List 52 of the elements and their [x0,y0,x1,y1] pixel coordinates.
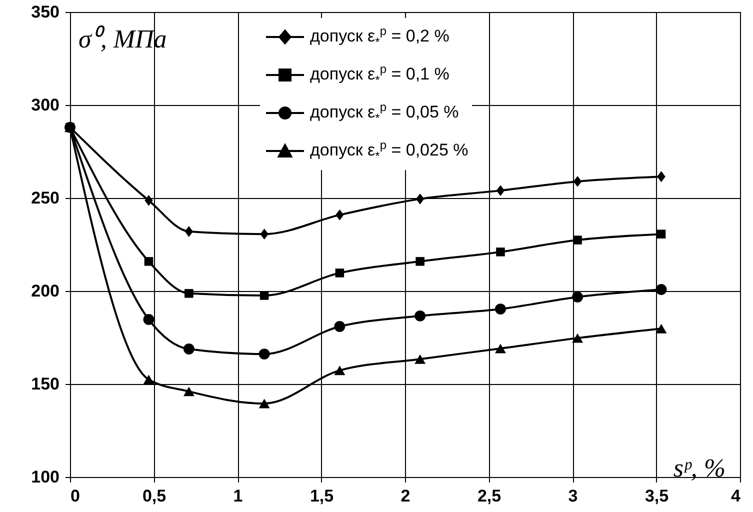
point [414,354,426,364]
point [184,226,194,237]
x-tick-label: 1 [233,486,243,506]
point [335,268,344,278]
point [656,230,666,238]
point [260,291,269,300]
y-tick-label: 200 [31,282,60,300]
point [183,386,194,396]
x-axis-title: sᵖ, % [673,454,726,482]
point [495,304,506,315]
point [144,194,153,206]
point [572,333,583,343]
y-tick-label: 150 [31,374,60,394]
legend-label: допуск ε$_{*}$$^{p}$ = 0,1 % [310,61,450,90]
point [496,248,505,256]
point [416,193,424,204]
point [495,344,506,354]
x-tick-label: 0 [70,486,80,506]
y-tick-label: 100 [31,468,60,486]
point [656,284,667,295]
legend-label: допуск ε$_{*}$$^{p}$ = 0,2 % [310,23,450,52]
point [184,289,194,298]
x-tick-label: 1,5 [310,486,334,506]
point [183,344,194,354]
legend-label: допуск ε$_{*}$$^{p}$ = 0,05 % [310,99,459,128]
legend-label: допуск ε$_{*}$$^{p}$ = 0,025 % [310,137,468,166]
point [143,314,154,325]
point [572,291,583,302]
point [336,209,344,220]
x-tick-label: 3 [568,486,578,506]
point [414,310,426,322]
point [143,374,154,384]
point [573,176,582,187]
point [416,257,424,266]
point [334,366,346,376]
point [496,185,505,196]
point [260,228,268,240]
x-tick-label: 2 [400,486,410,506]
x-tick-label: 0,5 [142,486,166,506]
point [144,257,154,266]
y-tick-label: 300 [31,96,60,114]
point [573,236,582,244]
point [258,348,270,360]
point [258,398,270,408]
x-tick-label: 4 [731,486,742,506]
x-tick-label: 3,5 [644,486,669,506]
point [657,171,666,182]
y-tick-label: 350 [31,2,60,22]
point [334,321,346,332]
x-tick-label: 2,5 [477,486,502,506]
y-tick-label: 250 [31,188,60,208]
point [656,324,667,334]
